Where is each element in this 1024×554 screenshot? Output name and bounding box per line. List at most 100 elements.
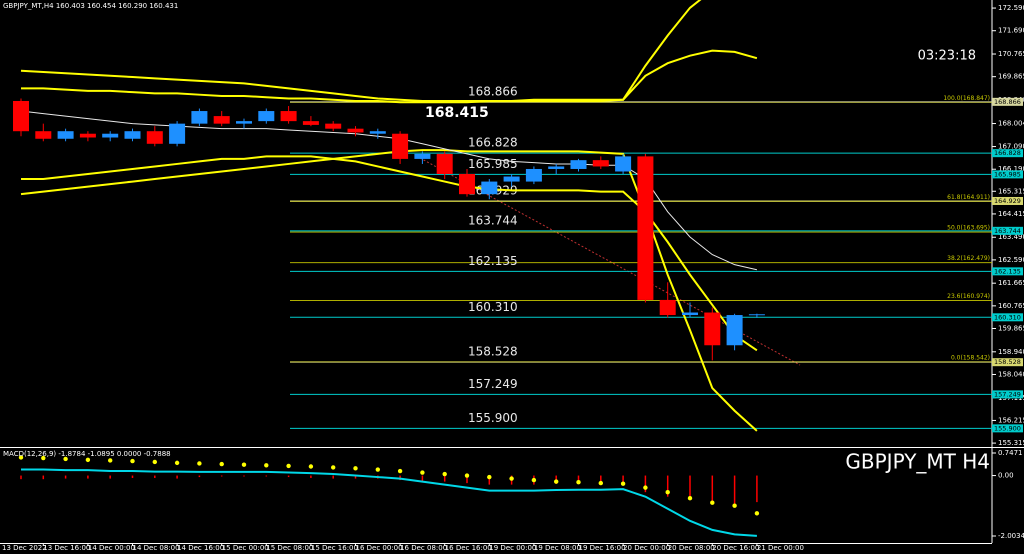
level-badge-label: 165.985: [994, 170, 1021, 178]
x-tick-label: 21 Dec 00:00: [757, 544, 804, 552]
candle-body: [280, 111, 297, 122]
level-badge-label: 162.135: [994, 267, 1021, 275]
macd-title: MACD(12,26,9) -1.8784 -1.0895 0.0000 -0.…: [3, 450, 171, 458]
clock: 03:23:18: [918, 49, 976, 64]
signal-dot: [264, 463, 269, 468]
y-tick-label: 159.865: [998, 325, 1024, 333]
level-badge: [992, 313, 1023, 322]
x-tick-label: 16 Dec 08:00: [400, 544, 447, 552]
signal-dot: [598, 480, 603, 486]
candle-body: [124, 131, 141, 139]
watermark: GBPJPY_MT H4: [845, 450, 990, 474]
y-tick-label: 156.215: [998, 416, 1024, 424]
signal-dot: [554, 479, 559, 484]
level-label: 163.744: [468, 213, 518, 227]
x-tick-label: 16 Dec 16:00: [445, 544, 492, 552]
signal-dot: [41, 455, 46, 461]
x-tick-label: 14 Dec 08:00: [133, 544, 180, 552]
signal-dot: [331, 465, 336, 470]
candle-body: [615, 156, 632, 172]
signal-dot: [509, 476, 514, 481]
signal-dot: [665, 489, 670, 495]
signal-dot: [308, 464, 314, 469]
candle-body: [191, 111, 208, 124]
candle-body: [35, 131, 52, 139]
signal-dot: [464, 473, 470, 478]
macd-panel: [18, 455, 760, 537]
level-badge: [992, 196, 1023, 205]
level-badge: [992, 97, 1023, 106]
candle-body: [704, 312, 721, 346]
level-badge: [992, 390, 1023, 399]
signal-dot: [152, 459, 157, 465]
y-tick-label: 169.865: [998, 73, 1024, 81]
candle-body: [436, 153, 453, 175]
level-badge: [992, 170, 1023, 179]
level-badge: [992, 424, 1023, 433]
signal-dot: [531, 477, 537, 483]
fib-label: 0.0(158.542): [951, 354, 990, 361]
y-tick-label: 158.940: [998, 348, 1024, 356]
y-tick-label: 164.415: [998, 210, 1024, 218]
candle-body: [57, 131, 74, 139]
x-tick-label: 19 Dec 00:00: [489, 544, 536, 552]
signal-dot: [442, 471, 447, 477]
candle-body: [325, 123, 342, 129]
candle-body: [369, 131, 386, 134]
y-tick-label: 171.690: [998, 27, 1024, 35]
x-tick-label: 15 Dec 00:00: [222, 544, 269, 552]
price-label: 168.415: [425, 105, 489, 121]
candle-body: [659, 299, 676, 316]
macd-line: [21, 468, 757, 537]
y-tick-label: 163.490: [998, 233, 1024, 241]
y-tick-label: 155.315: [998, 439, 1024, 447]
level-badge-label: 160.310: [994, 313, 1021, 321]
candle-body: [213, 116, 230, 124]
level-label: 166.828: [468, 136, 518, 150]
x-tick-label: 13 Dec 16:00: [43, 544, 90, 552]
fib-label: 100.0(168.847): [943, 95, 990, 102]
signal-dot: [375, 467, 380, 472]
signal-dot: [18, 455, 24, 460]
indicator-line: [20, 110, 758, 271]
candle-body: [347, 128, 364, 133]
signal-dot: [687, 495, 693, 501]
candle-body: [459, 174, 475, 195]
x-tick-label: 14 Dec 00:00: [88, 544, 135, 552]
signal-dot: [130, 458, 135, 464]
x-tick-label: 15 Dec 08:00: [266, 544, 313, 552]
y-tick-label: 0.00: [998, 472, 1014, 480]
level-badge: [992, 226, 1023, 235]
signal-dot: [353, 466, 358, 471]
fib-label: 38.2(162.479): [947, 255, 990, 262]
candle-body: [637, 156, 654, 300]
x-tick-label: 20 Dec 16:00: [712, 544, 759, 552]
level-badge-label: 157.249: [994, 390, 1021, 398]
signal-dot: [197, 461, 202, 466]
signal-dot: [397, 468, 403, 474]
x-start-label: 13 Dec 2022: [2, 544, 47, 552]
signal-dot: [219, 461, 224, 467]
y-tick-label: 166.190: [998, 165, 1024, 173]
indicator-line: [20, 149, 758, 432]
signal-dot: [241, 462, 247, 467]
y-tick-label: 0.7471: [998, 449, 1023, 457]
level-badge-label: 168.866: [994, 98, 1021, 106]
signal-dot: [286, 463, 291, 469]
y-tick-label: 165.315: [998, 187, 1024, 195]
candle-body: [726, 315, 743, 346]
y-tick-label: -2.0034: [998, 532, 1024, 540]
level-label: 162.135: [468, 254, 518, 268]
candle-body: [503, 176, 520, 182]
candle-body: [258, 111, 275, 122]
candle-body: [570, 160, 587, 169]
level-badge-label: 164.929: [994, 197, 1021, 205]
signal-dot: [85, 457, 91, 463]
x-tick-label: 20 Dec 08:00: [668, 544, 715, 552]
x-tick-label: 15 Dec 16:00: [311, 544, 358, 552]
indicator-line: [20, 0, 702, 102]
candle-body: [682, 312, 698, 316]
